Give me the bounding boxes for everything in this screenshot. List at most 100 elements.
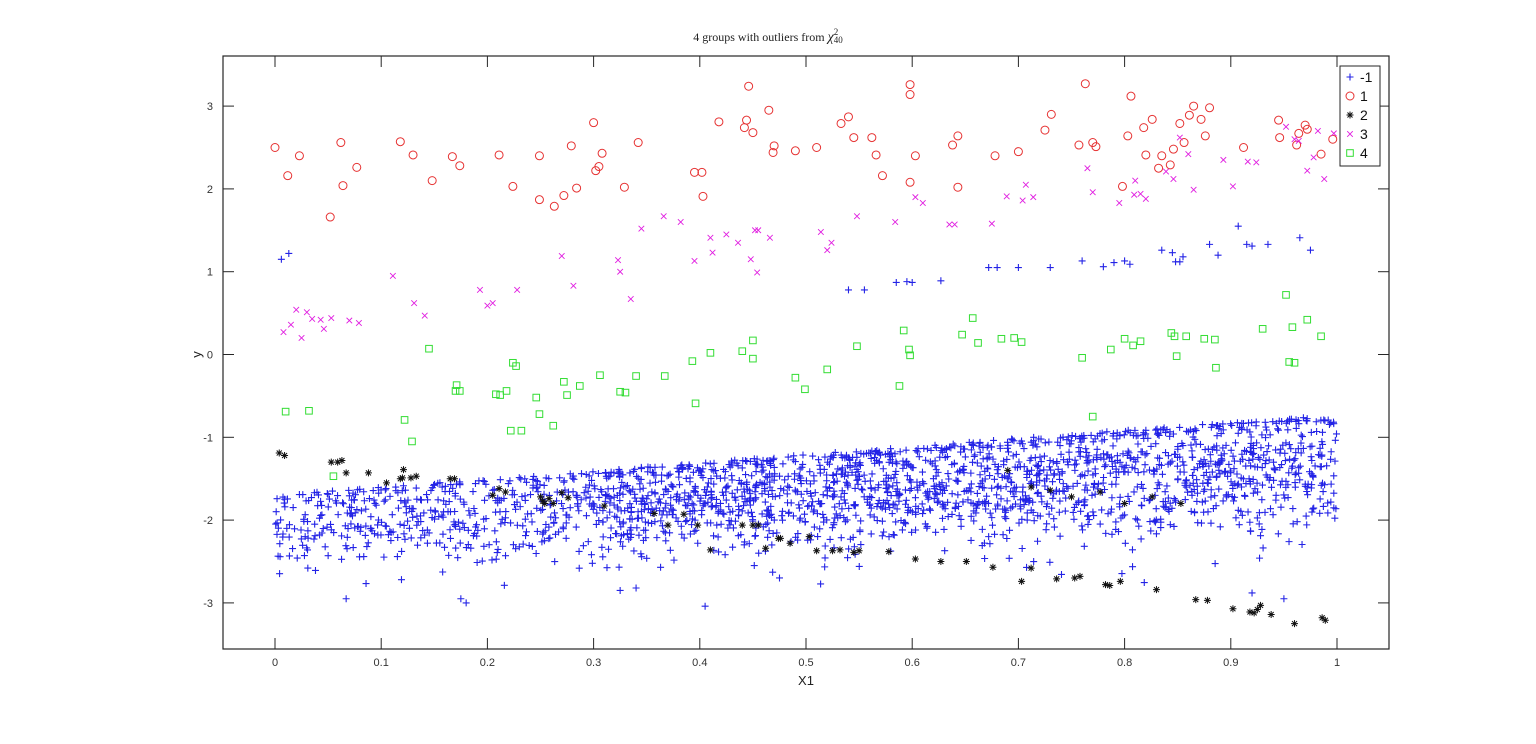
data-point [1198, 460, 1206, 468]
data-point [1098, 506, 1106, 514]
data-point [1106, 469, 1114, 477]
data-point [1043, 500, 1051, 508]
data-point [1139, 123, 1149, 133]
data-point [495, 485, 503, 493]
data-point [997, 495, 1005, 503]
data-point [871, 150, 881, 160]
data-point [878, 532, 886, 540]
data-point [685, 495, 693, 503]
data-point [1257, 601, 1265, 609]
data-point [1199, 421, 1207, 429]
data-point [1208, 445, 1216, 453]
data-point [712, 503, 720, 511]
data-point [632, 497, 640, 505]
data-point [620, 531, 628, 539]
data-point [1277, 445, 1285, 453]
data-point [1312, 418, 1320, 426]
data-point [1030, 433, 1038, 441]
data-point [1082, 481, 1090, 489]
data-point [1274, 115, 1284, 125]
data-point [1227, 420, 1235, 428]
data-point [651, 489, 659, 497]
data-point [478, 557, 486, 565]
data-point [614, 470, 622, 478]
data-point [347, 520, 355, 528]
data-point [412, 472, 420, 480]
data-point [1131, 465, 1139, 473]
data-point [888, 510, 896, 518]
data-point [1251, 485, 1259, 493]
data-point [634, 474, 642, 482]
data-point [357, 507, 365, 515]
data-point [698, 191, 708, 201]
data-point [846, 535, 854, 543]
data-point [845, 545, 853, 553]
data-point [506, 426, 515, 435]
data-point [1139, 484, 1147, 492]
data-point [492, 555, 500, 563]
data-point [1189, 479, 1197, 487]
data-point [597, 148, 607, 158]
data-point [690, 487, 698, 495]
data-point [1219, 497, 1227, 505]
data-point [844, 554, 852, 562]
data-point [954, 477, 962, 485]
data-point [1249, 489, 1257, 497]
data-point [902, 446, 910, 454]
x-tick-label: 0.7 [1011, 657, 1026, 669]
data-point [981, 554, 989, 562]
data-point [951, 442, 959, 450]
data-point [1296, 476, 1304, 484]
data-point [1153, 465, 1161, 473]
data-point [1113, 435, 1121, 443]
data-point [845, 504, 853, 512]
data-point [1255, 520, 1263, 528]
data-point [1137, 190, 1144, 197]
data-point [613, 530, 621, 538]
data-point [559, 191, 569, 201]
data-point [1229, 481, 1237, 489]
data-point [1318, 452, 1326, 460]
data-point [1317, 463, 1325, 471]
data-point [585, 472, 593, 480]
data-point [1253, 439, 1261, 447]
data-point [1197, 457, 1205, 465]
data-point [937, 277, 945, 285]
data-point [746, 496, 754, 504]
data-point [1076, 435, 1084, 443]
data-point [534, 488, 542, 496]
data-point [607, 468, 615, 476]
data-point [1229, 452, 1237, 460]
data-point [1053, 575, 1061, 583]
data-point [1068, 493, 1075, 501]
data-point [507, 519, 515, 527]
data-point [334, 511, 342, 519]
data-point [1083, 512, 1091, 520]
data-point [1005, 554, 1013, 562]
data-point [781, 476, 789, 484]
data-point [986, 540, 994, 548]
data-point [1310, 154, 1317, 161]
data-point [469, 532, 477, 540]
data-point [556, 474, 564, 482]
data-point [1267, 610, 1275, 618]
data-point [512, 545, 520, 553]
data-point [853, 476, 861, 484]
data-point [289, 545, 297, 553]
data-point [678, 530, 686, 538]
data-point [820, 518, 828, 526]
data-point [1270, 458, 1278, 466]
data-point [878, 504, 886, 512]
data-point [613, 513, 621, 521]
data-point [1307, 428, 1315, 436]
data-point [994, 482, 1002, 490]
data-point [1294, 445, 1302, 453]
data-point [829, 471, 837, 479]
data-point [491, 527, 499, 535]
data-point [811, 489, 819, 497]
y-tick-label: 0 [207, 350, 213, 362]
data-point [1232, 514, 1240, 522]
data-point [1099, 479, 1107, 487]
data-point [657, 563, 665, 571]
data-point [810, 523, 818, 531]
